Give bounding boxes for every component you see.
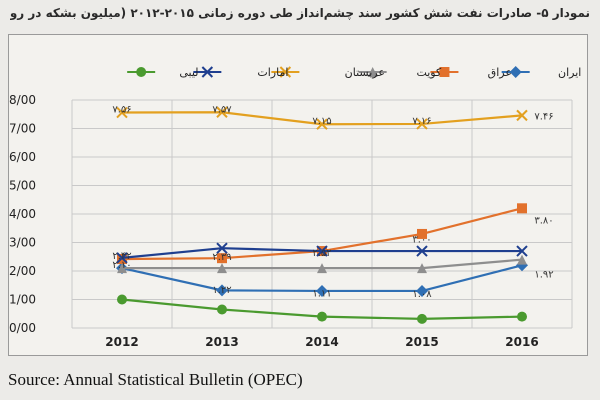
data-point [201,66,214,78]
data-point [217,263,227,274]
chart-frame [8,34,588,356]
data-point [416,284,428,297]
data-point [516,245,528,257]
x-tick-label: 2015 [405,335,438,349]
data-point [116,252,128,264]
data-labels: ۷.۵۶ ۷.۵۷ ۷.۱۵ ۷.۱۶ ۷.۴۶ ۲.۴۲ ۲.۳۹ ۲.۵۲ ۳.۰۰ ۳.۸۰… [112,104,553,300]
data-point [517,203,527,214]
legend-label: عربستان [345,66,385,79]
y-tick-label: 2/00 [9,264,36,278]
data-point [217,304,227,315]
data-point [116,106,128,119]
data-label: ۲.۴۲ [112,251,131,262]
data-label: ۳.۸۰ [534,216,553,227]
data-point [117,294,127,305]
data-label: ۱.۰۸ [412,289,432,300]
data-label: ۷.۱۶ [412,116,431,127]
legend-label: کویت [416,66,442,79]
legend-item: کویت [358,66,442,79]
series-lines [116,106,528,324]
data-label: ۷.۵۶ [112,105,131,116]
data-point [316,118,328,130]
data-point [117,263,127,274]
x-axis-ticks: 2012 2013 2014 2015 2016 [105,335,538,349]
data-label: ۳.۰۰ [412,235,431,246]
data-point [417,263,427,274]
data-point [216,284,228,297]
x-tick-label: 2014 [305,335,338,349]
data-point [417,228,427,239]
data-point [416,245,428,257]
data-point [217,253,227,264]
data-label: ۱.۹۲ [534,269,553,280]
x-tick-label: 2016 [505,335,538,349]
y-tick-label: 5/00 [9,179,36,193]
data-label: ۲.۱۰ [112,260,131,271]
data-point [516,109,528,122]
legend-item: عربستان [271,66,385,79]
data-label: ۲.۵۲ [312,248,331,259]
legend-item: ایران [501,66,581,79]
x-tick-label: 2012 [105,335,138,349]
legend-label: امارات [257,66,288,79]
legend: ایران عراق کویت عربستان امارات لیبی [127,66,581,79]
legend-label: لیبی [179,66,198,79]
data-point [417,313,427,324]
x-tick-label: 2013 [205,335,238,349]
data-point [416,118,428,130]
data-label: ۷.۱۵ [312,116,331,127]
data-point [439,67,450,77]
legend-item: عراق [430,66,512,79]
data-point [317,263,327,274]
data-point [517,254,527,265]
y-tick-label: 8/00 [9,93,36,107]
data-label: ۱.۱۱ [312,288,331,299]
data-point [279,66,292,78]
data-point [509,66,522,78]
data-point [367,67,378,77]
data-label: ۷.۵۷ [212,104,232,115]
y-axis-ticks: 0/00 1/00 2/00 3/00 4/00 5/00 6/00 7/00 8/00 [9,93,36,335]
data-point [136,67,147,77]
y-tick-label: 7/00 [9,122,36,136]
legend-item: لیبی [127,66,199,79]
data-point [316,284,328,297]
legend-label: عراق [488,66,512,79]
chart-title: نمودار ۵- صادرات نفت شش کشور سند چشم‌اند… [10,6,590,20]
data-label: ۲.۳۹ [212,252,231,263]
data-point [216,106,228,118]
data-label: ۷.۴۶ [534,111,553,122]
data-point [517,311,527,322]
data-point [317,311,327,322]
data-label: ۱.۲۲ [212,285,231,296]
grid-lines [71,99,573,329]
data-point [316,245,328,257]
legend-label: ایران [558,66,581,79]
y-tick-label: 6/00 [9,150,36,164]
legend-item: امارات [193,66,288,79]
y-tick-label: 0/00 [9,321,36,335]
y-tick-label: 3/00 [9,236,36,250]
data-point [216,242,228,254]
source-note: Source: Annual Statistical Bulletin (OPE… [8,370,303,389]
y-tick-label: 1/00 [9,293,36,307]
y-tick-label: 4/00 [9,207,36,221]
